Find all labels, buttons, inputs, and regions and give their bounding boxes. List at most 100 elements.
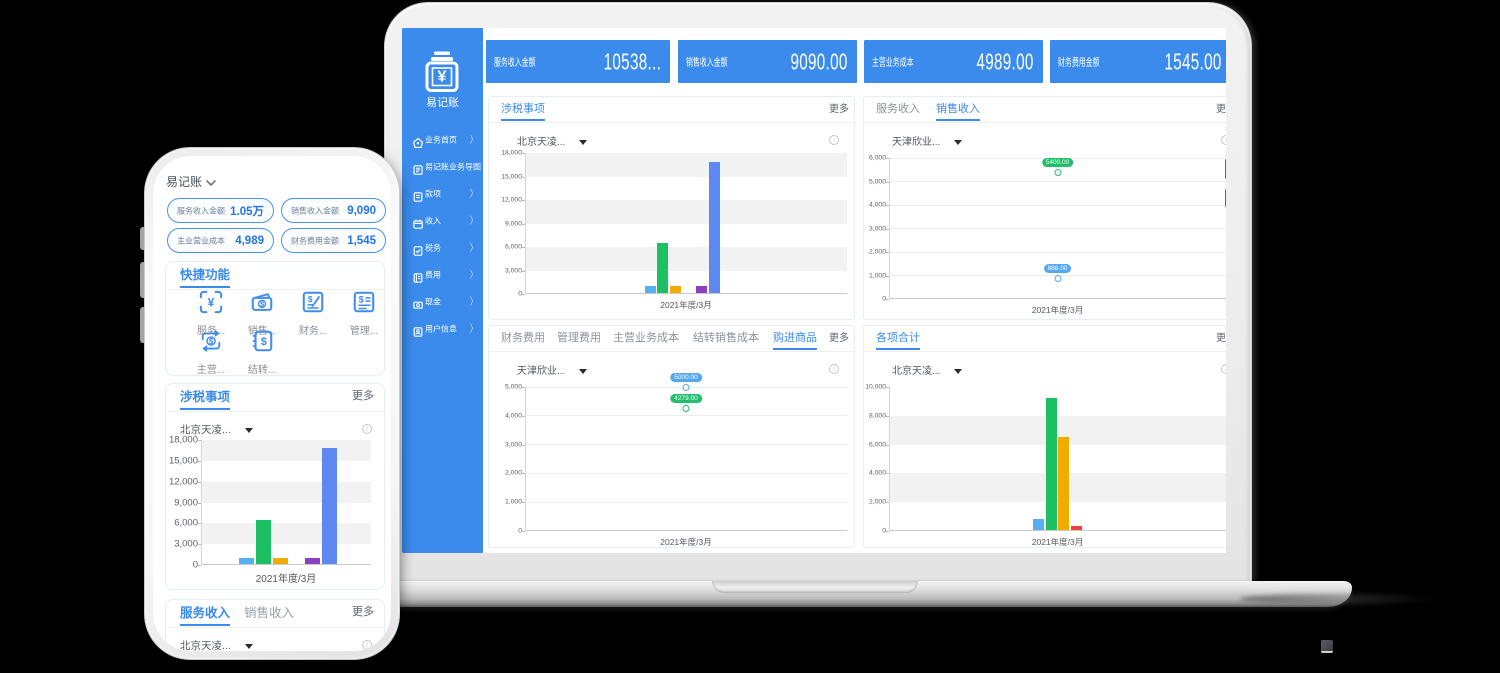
- chart-point-label: 5400.00: [1041, 158, 1074, 168]
- chart-y-tick-label: 18,000: [501, 149, 522, 157]
- quick-function-item[interactable]: $ 结转...: [236, 329, 288, 376]
- chart-x-axis: [889, 530, 1226, 531]
- sidebar-item-label: 易记账业务导图: [425, 162, 481, 171]
- chevron-down-icon: [205, 176, 217, 194]
- more-link[interactable]: 更多: [829, 104, 849, 115]
- chart-y-tick-label: 4,000: [504, 412, 522, 420]
- quick-function-label: 财务...: [298, 326, 328, 337]
- phone-app-title: 易记账: [166, 175, 203, 189]
- tab-4[interactable]: 结转销售成本: [693, 332, 759, 344]
- more-link[interactable]: 更多: [352, 606, 374, 618]
- tab-1[interactable]: 服务收入: [180, 600, 231, 627]
- chart-y-tick: [198, 523, 201, 525]
- tab-2[interactable]: 销售收入: [244, 606, 295, 620]
- phone-screen: 易记账 服务收入金额 1.05万 销售收入金额 9,090 主业营业成本 4,989 财务费…: [153, 156, 391, 651]
- chart-y-tick: [198, 460, 201, 462]
- info-icon[interactable]: i: [829, 364, 839, 374]
- sidebar-item-7[interactable]: 现金 〉: [402, 288, 483, 315]
- sidebar-item-5[interactable]: 税务 〉: [402, 234, 483, 261]
- doc-icon: [413, 189, 423, 202]
- tab-2[interactable]: 管理费用: [557, 332, 601, 344]
- chart-x-label: 2021年度/3月: [660, 300, 712, 310]
- chart-y-tick: [522, 223, 525, 225]
- stat-value: 4989.00: [976, 48, 1034, 74]
- quick-function-item[interactable]: $ 财务...: [287, 290, 339, 337]
- doc-lines-icon: $: [352, 290, 376, 319]
- chart-bar-red: [1070, 526, 1082, 530]
- chart-plot: 0 1,000 2,000 3,000 4,000 5,000 6,000 2021年度/3月…: [869, 155, 1226, 315]
- sidebar-item-3[interactable]: 款项 〉: [402, 180, 483, 207]
- chart-y-tick-label: 4,000: [868, 201, 886, 209]
- info-icon[interactable]: i: [362, 640, 372, 650]
- info-icon[interactable]: i: [1221, 364, 1226, 374]
- chart-gridline: [889, 228, 1226, 229]
- sidebar-item-8[interactable]: 用户信息 〉: [402, 315, 483, 342]
- chart-gridline: [525, 444, 847, 446]
- chart-gridline: [889, 181, 1226, 182]
- chart-y-tick-label: 6,000: [868, 441, 886, 449]
- quick-function-item[interactable]: $ 主营...: [185, 329, 237, 376]
- caret-down-icon: [244, 427, 253, 433]
- chart-y-tick-label: 3,000: [868, 225, 886, 232]
- sidebar-item-label: 现金: [425, 297, 441, 306]
- chart-y-tick-label: 9,000: [504, 220, 522, 227]
- sidebar-item-4[interactable]: 收入 〉: [402, 207, 483, 234]
- chart-gridline: [889, 157, 1226, 159]
- tab-1[interactable]: 财务费用: [501, 332, 545, 344]
- chart-point-blue: [682, 384, 690, 391]
- chart-bar-blue: [708, 161, 720, 293]
- sidebar-item-label: 用户信息: [425, 324, 457, 333]
- chart-bar-green: [255, 519, 272, 564]
- more-link[interactable]: 更多: [1216, 104, 1226, 115]
- tab-1[interactable]: 涉税事项: [501, 97, 545, 122]
- card-header: 快捷功能: [166, 262, 384, 290]
- clipped-button[interactable]: [1225, 187, 1226, 209]
- chart-bar-lightblue: [1033, 518, 1045, 530]
- tab-5[interactable]: 购进商品: [773, 326, 817, 351]
- company-dropdown[interactable]: 天津欣业...: [517, 362, 588, 377]
- chart-y-tick-label: 9,000: [174, 497, 198, 508]
- phone-side-button: [140, 262, 145, 298]
- chip-value: 1,545: [347, 234, 376, 247]
- more-link[interactable]: 更多: [352, 390, 374, 402]
- card-header: 服务收入 销售收入 更多: [864, 97, 1226, 123]
- stat-card: 主营业务成本 4989.00: [864, 40, 1043, 83]
- chart-band: [889, 415, 1226, 445]
- chart-point-green: [1054, 169, 1061, 177]
- company-dropdown[interactable]: 北京天凌...: [180, 422, 253, 437]
- chart-point-green: [682, 404, 690, 412]
- tab-3[interactable]: 主营业务成本: [613, 332, 679, 344]
- company-dropdown[interactable]: 天津欣业...: [892, 133, 963, 148]
- tab-1[interactable]: 各项合计: [876, 326, 920, 351]
- more-link[interactable]: 更多: [829, 333, 849, 344]
- quick-function-item[interactable]: $ 管理...: [338, 290, 390, 337]
- caret-down-icon: [579, 139, 588, 145]
- tab-1[interactable]: 涉税事项: [180, 384, 231, 411]
- chart-band: [201, 523, 371, 545]
- company-dropdown[interactable]: 北京天凌...: [517, 133, 588, 148]
- chart-y-tick: [886, 158, 889, 159]
- quick-function-item[interactable]: ¥ 服务...: [185, 290, 237, 337]
- tab-quick-functions[interactable]: 快捷功能: [180, 262, 231, 289]
- clipped-button[interactable]: [1225, 157, 1226, 181]
- chart-y-tick-label: 15,000: [168, 455, 198, 467]
- company-dropdown-label: 北京天凌...: [180, 424, 231, 436]
- svg-text:$: $: [209, 337, 214, 346]
- sidebar-item-2[interactable]: 易记账业务导图: [402, 153, 483, 180]
- company-dropdown[interactable]: 北京天凌...: [180, 638, 253, 651]
- company-dropdown-label: 天津欣业...: [892, 137, 941, 148]
- chart-y-tick-label: 3,000: [174, 538, 198, 550]
- info-icon[interactable]: i: [362, 424, 372, 434]
- more-link[interactable]: 更多: [1216, 333, 1226, 344]
- company-dropdown-label: 北京天凌...: [180, 640, 231, 651]
- tab-2[interactable]: 销售收入: [936, 97, 980, 122]
- sidebar-item-1[interactable]: 业务首页 〉: [402, 126, 483, 153]
- sidebar-item-6[interactable]: 费用 〉: [402, 261, 483, 288]
- tab-1[interactable]: 服务收入: [876, 103, 920, 115]
- chevron-down-icon[interactable]: [205, 176, 217, 188]
- chart-y-tick: [522, 444, 525, 446]
- company-dropdown[interactable]: 北京天凌...: [892, 362, 963, 377]
- chart-y-axis: [525, 387, 526, 531]
- info-icon[interactable]: i: [829, 135, 839, 145]
- info-icon[interactable]: i: [1221, 135, 1226, 145]
